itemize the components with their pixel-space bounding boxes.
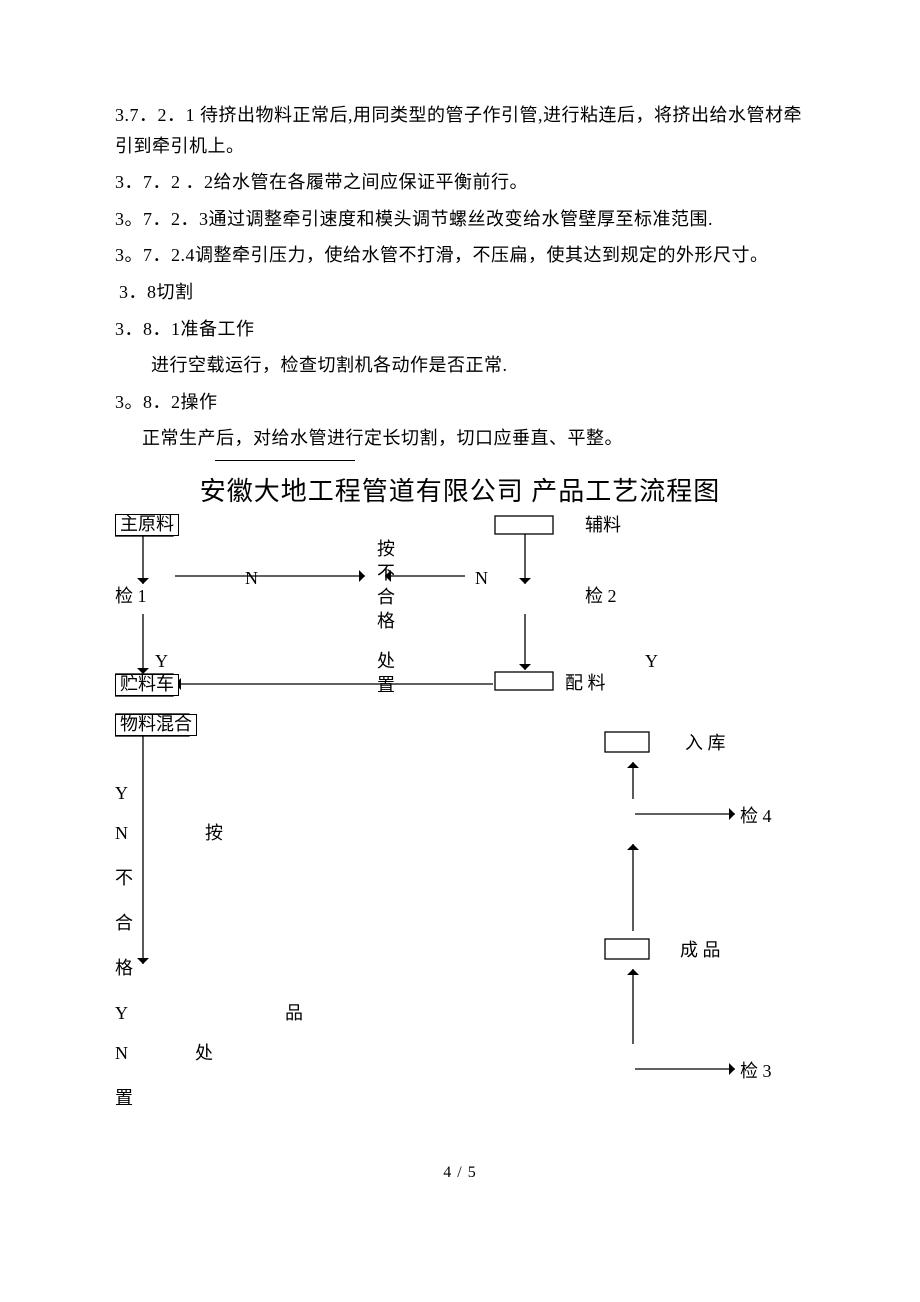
reject-char: 置: [115, 1089, 133, 1109]
node-storage: 贮料车: [115, 674, 179, 696]
label-n: N: [115, 824, 128, 844]
reject-char: 处: [377, 652, 395, 672]
paragraph: 3。8．2操作: [115, 387, 805, 418]
reject-char: 合: [377, 588, 395, 608]
reject-char: 格: [377, 612, 395, 632]
body-text: 3.7．2．1 待挤出物料正常后,用同类型的管子作引管,进行粘连后，将挤出给水管…: [115, 100, 805, 454]
paragraph: 3．8切割: [119, 277, 805, 308]
paragraph: 3．8．1准备工作: [115, 314, 805, 345]
paragraph: 正常生产后，对给水管进行定长切割，切口应垂直、平整。: [115, 423, 805, 454]
label-n: N: [115, 1044, 128, 1064]
paragraph: 进行空载运行，检查切割机各动作是否正常.: [115, 350, 805, 381]
node-check4: 检 4: [740, 807, 772, 827]
label-y: Y: [155, 652, 168, 672]
divider: [215, 460, 355, 461]
node-aux-material: 辅料: [585, 516, 621, 536]
paragraph: 3。7．2.4调整牵引压力，使给水管不打滑，不压扁，使其达到规定的外形尺寸。: [115, 240, 805, 271]
reject-char: 按: [377, 540, 395, 560]
node-check2: 检 2: [585, 587, 617, 607]
label-y: Y: [115, 1004, 128, 1024]
label-y: Y: [115, 784, 128, 804]
label-y: Y: [645, 652, 658, 672]
reject-char: 品: [285, 1004, 303, 1024]
reject-char: 格: [115, 959, 133, 979]
node-chengpin: 成 品: [680, 941, 721, 961]
node-ruku: 入 库: [685, 734, 726, 754]
page: 3.7．2．1 待挤出物料正常后,用同类型的管子作引管,进行粘连后，将挤出给水管…: [0, 0, 920, 1222]
reject-char: 置: [377, 676, 395, 696]
label-n: N: [245, 569, 258, 589]
node-check1: 检 1: [115, 587, 147, 607]
flowchart-title: 安徽大地工程管道有限公司 产品工艺流程图: [115, 471, 805, 508]
label-n: N: [475, 569, 488, 589]
node-check3: 检 3: [740, 1062, 772, 1082]
node-main-material: 主原料: [115, 514, 179, 536]
reject-char: 按: [205, 824, 223, 844]
page-number: 4 / 5: [115, 1164, 805, 1182]
paragraph: 3。7．2．3通过调整牵引速度和模头调节螺丝改变给水管壁厚至标准范围.: [115, 204, 805, 235]
paragraph: 3．7．2 ．2给水管在各履带之间应保证平衡前行。: [115, 167, 805, 198]
reject-char: 处: [195, 1044, 213, 1064]
reject-char: 合: [115, 914, 133, 934]
reject-char: 不: [115, 869, 133, 889]
node-mix: 物料混合: [115, 714, 197, 736]
node-peiliao: 配 料: [565, 674, 606, 694]
reject-char: 不: [377, 564, 395, 584]
paragraph: 3.7．2．1 待挤出物料正常后,用同类型的管子作引管,进行粘连后，将挤出给水管…: [115, 100, 805, 161]
flowchart: 主原料 辅料 检 1 检 2 N N Y Y 按 不 合 格 处 置 贮料车 配…: [115, 514, 805, 1134]
